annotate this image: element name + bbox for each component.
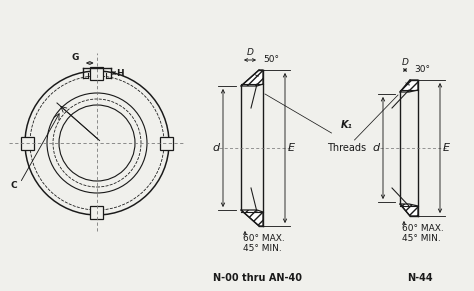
Bar [91,206,103,219]
Text: H: H [116,68,124,77]
Text: d: d [373,143,380,153]
Text: G: G [72,53,79,62]
Bar [91,67,103,80]
Text: E: E [288,143,295,153]
Text: D: D [401,58,409,67]
Bar [21,136,34,150]
Text: 60° MAX.
45° MIN.: 60° MAX. 45° MIN. [243,234,285,253]
Polygon shape [241,70,263,86]
Text: N-00 thru AN-40: N-00 thru AN-40 [213,273,302,283]
Bar [160,136,173,150]
Text: D: D [246,48,254,57]
Polygon shape [400,204,418,216]
Text: C: C [10,180,17,189]
Text: 30°: 30° [414,65,430,74]
Text: 60° MAX.
45° MIN.: 60° MAX. 45° MIN. [402,224,444,243]
Text: N-44: N-44 [407,273,433,283]
Polygon shape [241,210,263,226]
Text: E: E [443,143,450,153]
Polygon shape [400,80,418,92]
Text: K₁: K₁ [341,120,352,130]
Text: Threads: Threads [327,143,366,153]
Text: 50°: 50° [263,54,279,63]
Text: d: d [213,143,220,153]
